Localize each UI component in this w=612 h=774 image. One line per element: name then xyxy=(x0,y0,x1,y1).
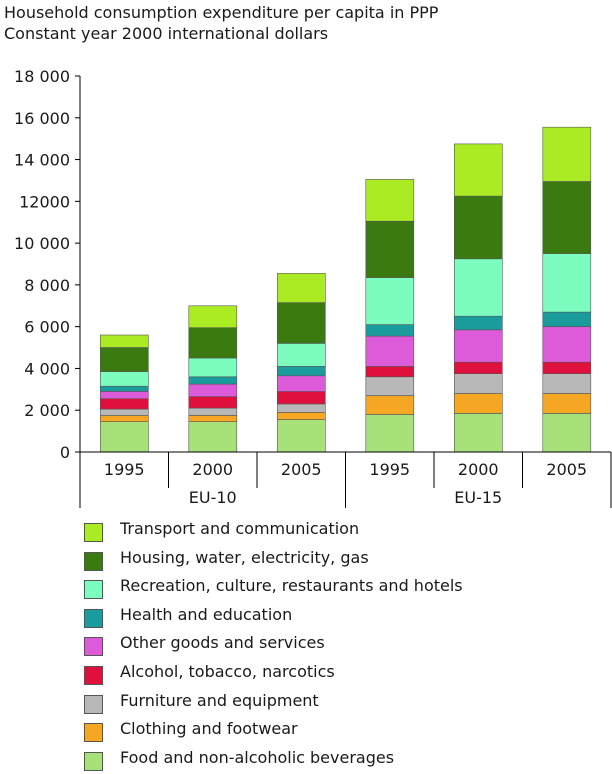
bar-segment xyxy=(276,343,326,367)
bar-segment xyxy=(276,366,326,377)
bar-segment xyxy=(542,253,592,313)
legend-swatch xyxy=(84,723,103,743)
bar-segment xyxy=(365,395,415,415)
legend-swatch xyxy=(84,665,103,685)
bar-segment xyxy=(188,376,238,385)
bar-segment xyxy=(542,373,592,394)
bar-segment xyxy=(542,181,592,254)
bar-segment xyxy=(276,302,326,344)
bar-segment xyxy=(453,361,503,375)
bar-segment xyxy=(276,419,326,453)
legend-swatch xyxy=(84,637,103,657)
legend-label: Clothing and footwear xyxy=(120,719,298,739)
bar-segment xyxy=(188,305,238,328)
legend-swatch xyxy=(84,551,103,571)
x-tick-label: 2005 xyxy=(281,460,322,479)
y-tick-label: 18 000 xyxy=(14,67,70,86)
x-tick-label: 1995 xyxy=(369,460,410,479)
bar-segment xyxy=(365,335,415,367)
bar-segment xyxy=(365,220,415,278)
bar-segment xyxy=(188,327,238,359)
bar-segment xyxy=(542,311,592,327)
bar-segment xyxy=(276,403,326,413)
bar-segment xyxy=(542,393,592,414)
bar-segment xyxy=(365,179,415,222)
bar-segment xyxy=(365,376,415,396)
bar-segment xyxy=(542,326,592,363)
legend-label: Housing, water, electricity, gas xyxy=(120,547,369,567)
bar-segment xyxy=(100,415,149,422)
chart-title-line-1: Household consumption expenditure per ca… xyxy=(4,3,439,22)
bar-segment xyxy=(100,385,149,392)
legend-label: Health and education xyxy=(120,604,293,624)
x-tick-label: 2000 xyxy=(192,460,233,479)
bar-segment xyxy=(100,398,149,410)
bar-segment xyxy=(453,329,503,363)
legend-swatch xyxy=(84,580,103,600)
bar-segment xyxy=(276,375,326,392)
chart-title: Household consumption expenditure per ca… xyxy=(4,2,438,44)
legend-label: Other goods and services xyxy=(120,633,325,653)
y-tick-label: 10 000 xyxy=(14,234,70,253)
bar-segment xyxy=(100,408,149,416)
x-tick-label: 2000 xyxy=(458,460,499,479)
y-axis: 0 2 000 4 000 6 000 8 000 10 000 12000 14 000 16… xyxy=(14,67,81,462)
y-tick-label: 16 000 xyxy=(14,109,70,128)
bar-segment xyxy=(100,421,149,453)
bar-segment xyxy=(188,357,238,378)
legend-label: Furniture and equipment xyxy=(120,690,319,710)
bar-segment xyxy=(365,277,415,325)
bar-segment xyxy=(453,413,503,453)
bar-segment xyxy=(453,373,503,394)
y-tick-label: 12000 xyxy=(19,192,70,211)
bar-segment xyxy=(188,421,238,453)
legend-swatch xyxy=(84,694,103,714)
bar-segment xyxy=(276,391,326,405)
bar-segment xyxy=(188,415,238,422)
stacked-bar-chart: 0 2 000 4 000 6 000 8 000 10 000 12000 14 000 16… xyxy=(14,67,612,508)
bar-segment xyxy=(453,393,503,414)
bar-segment xyxy=(542,361,592,375)
bar-segment xyxy=(542,126,592,182)
bar-segment xyxy=(276,273,326,303)
x-axis: 1995 2000 2005 1995 2000 2005 EU-10 EU-15 xyxy=(79,451,612,508)
bar-segment xyxy=(365,414,415,453)
bar-segment xyxy=(100,371,149,387)
bar-segment xyxy=(365,324,415,337)
bar-segment xyxy=(276,411,326,420)
legend-label: Recreation, culture, restaurants and hot… xyxy=(120,576,463,596)
y-tick-label: 4 000 xyxy=(24,359,70,378)
x-tick-label: 2005 xyxy=(546,460,587,479)
y-tick-label: 0 xyxy=(60,443,70,462)
bars xyxy=(100,126,592,453)
x-tick-label: 1995 xyxy=(104,460,145,479)
bar-segment xyxy=(188,396,238,409)
chart-title-line-2: Constant year 2000 international dollars xyxy=(4,24,329,43)
bar-segment xyxy=(453,143,503,197)
y-tick-label: 14 000 xyxy=(14,151,70,170)
y-tick-label: 8 000 xyxy=(24,276,70,295)
y-tick-label: 2 000 xyxy=(24,401,70,420)
bar-segment xyxy=(100,391,149,399)
bar-segment xyxy=(542,413,592,453)
bar-segment xyxy=(188,383,238,397)
bar-segment xyxy=(100,334,149,348)
bar-segment xyxy=(453,195,503,260)
x-group-label: EU-15 xyxy=(454,488,502,507)
legend-label: Transport and communication xyxy=(120,519,360,538)
x-group-label: EU-10 xyxy=(189,488,237,507)
bar-segment xyxy=(188,407,238,416)
legend-label: Alcohol, tobacco, narcotics xyxy=(120,661,335,681)
y-tick-label: 6 000 xyxy=(24,318,70,337)
bar-segment xyxy=(453,315,503,331)
legend-label: Food and non-alcoholic beverages xyxy=(120,747,395,767)
bar-segment xyxy=(453,258,503,317)
bar-segment xyxy=(100,347,149,372)
legend-swatch xyxy=(84,523,103,542)
legend-swatch xyxy=(84,608,103,628)
bar-segment xyxy=(365,366,415,378)
